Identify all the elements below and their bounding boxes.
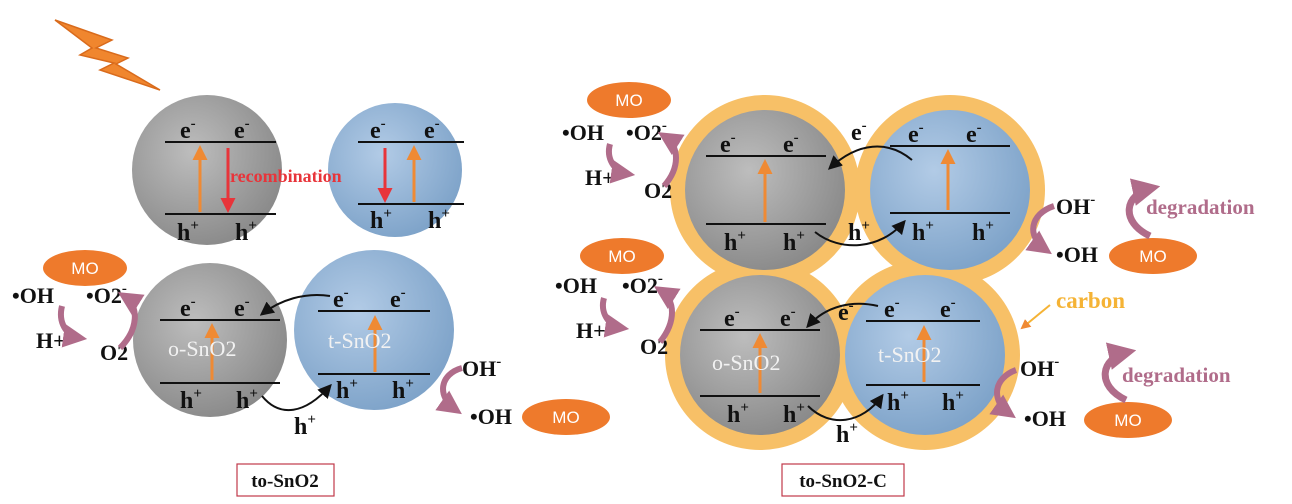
electron-label: e- xyxy=(234,294,250,322)
oh-radical-label: •OH xyxy=(562,120,604,145)
degradation-arrow xyxy=(435,365,464,415)
oh-radical-label: •OH xyxy=(470,404,512,429)
degradation-arrow xyxy=(117,292,145,351)
oh-radical-label: •OH xyxy=(12,283,54,308)
degradation-arrow xyxy=(989,367,1018,419)
electron-transfer-arrow xyxy=(259,294,331,316)
hole-label: h+ xyxy=(912,218,934,246)
electron-label: e- xyxy=(234,116,250,144)
hole-label: h+ xyxy=(428,206,450,234)
electron-label: e- xyxy=(780,304,796,332)
t-sno2-label: t-SnO2 xyxy=(878,342,942,367)
electron-label: e- xyxy=(180,116,196,144)
oh-radical-label: •OH xyxy=(1056,242,1098,267)
electron-transfer-arrow xyxy=(806,302,879,329)
hole-label: h+ xyxy=(724,228,746,256)
electron-transfer-arrow xyxy=(827,145,913,170)
hole-label: h+ xyxy=(783,400,805,428)
lightning-icon xyxy=(54,19,161,91)
hole-transfer-arrow xyxy=(807,393,884,422)
hole-label: h+ xyxy=(392,376,414,404)
mo-label: MO xyxy=(71,259,98,278)
hole-label: h+ xyxy=(972,218,994,246)
mo-label: MO xyxy=(608,247,635,266)
electron-label: e- xyxy=(940,295,956,323)
oh-radical-label: •OH xyxy=(555,273,597,298)
mo-label: MO xyxy=(1139,247,1166,266)
electron-label: e- xyxy=(966,120,982,148)
o-sno2-label: o-SnO2 xyxy=(168,336,236,361)
hole-label: h+ xyxy=(336,376,358,404)
h-plus-label: H+ xyxy=(585,165,615,190)
hole-label: h+ xyxy=(887,388,909,416)
particle-blue-top-right xyxy=(870,110,1030,270)
electron-label: e- xyxy=(783,130,799,158)
degradation-label: degradation xyxy=(1146,195,1255,219)
electron-label: e- xyxy=(851,118,867,146)
hole-label: h+ xyxy=(370,206,392,234)
panel-label-box xyxy=(781,463,905,497)
oh-minus-label: OH- xyxy=(462,354,501,381)
degradation-arrow xyxy=(653,286,681,344)
mo-label: MO xyxy=(552,408,579,427)
superoxide-label: •O2- xyxy=(86,281,127,308)
degradation-label: degradation xyxy=(1122,363,1231,387)
mo-badge xyxy=(522,399,610,435)
degradation-arrow xyxy=(1025,203,1056,255)
oh-radical-label: •OH xyxy=(1024,406,1066,431)
mo-label: MO xyxy=(615,91,642,110)
hole-label: h+ xyxy=(177,218,199,246)
carbon-label: carbon xyxy=(1056,288,1125,313)
o-sno2-label: o-SnO2 xyxy=(712,350,780,375)
hole-label: h+ xyxy=(235,218,257,246)
hole-transfer-arrow xyxy=(814,219,906,247)
hole-label: h+ xyxy=(783,228,805,256)
electron-label: e- xyxy=(838,298,854,326)
mo-badge xyxy=(43,250,127,286)
h-plus-label: H+ xyxy=(36,328,66,353)
degradation-arrow xyxy=(58,305,88,348)
electron-label: e- xyxy=(333,285,349,313)
particle-gray-top xyxy=(132,95,282,245)
t-sno2-label: t-SnO2 xyxy=(328,328,392,353)
electron-label: e- xyxy=(180,294,196,322)
mo-label: MO xyxy=(1114,411,1141,430)
panel-label-right: to-SnO2-C xyxy=(799,471,887,492)
hole-label: h+ xyxy=(836,420,858,448)
electron-label: e- xyxy=(390,285,406,313)
hole-label: h+ xyxy=(180,386,202,414)
hole-label: h+ xyxy=(236,386,258,414)
mo-badge xyxy=(1109,238,1197,274)
recombination-label: recombination xyxy=(230,166,342,186)
electron-label: e- xyxy=(908,120,924,148)
particle-o-sno2-left xyxy=(133,263,287,417)
panel-label-left: to-SnO2 xyxy=(251,471,319,492)
degradation-arrow xyxy=(606,143,636,184)
degradation-arrow xyxy=(1101,342,1137,404)
mo-badge xyxy=(580,238,664,274)
oh-minus-label: OH- xyxy=(1020,354,1059,381)
hole-label: h+ xyxy=(942,388,964,416)
h-plus-label: H+ xyxy=(576,318,606,343)
oh-minus-label: OH- xyxy=(1056,192,1095,219)
electron-label: e- xyxy=(424,116,440,144)
superoxide-label: •O2- xyxy=(626,118,667,145)
degradation-arrow xyxy=(657,132,685,188)
degradation-arrow xyxy=(600,297,630,338)
degradation-arrow xyxy=(1125,178,1161,240)
mo-badge xyxy=(587,82,671,118)
electron-label: e- xyxy=(884,295,900,323)
superoxide-label: •O2- xyxy=(622,271,663,298)
hole-transfer-arrow xyxy=(261,383,332,412)
hole-label: h+ xyxy=(727,400,749,428)
carbon-pointer-arrow xyxy=(1020,304,1051,330)
hole-label: h+ xyxy=(294,412,316,440)
electron-label: e- xyxy=(720,130,736,158)
panel-label-box xyxy=(236,463,335,497)
electron-label: e- xyxy=(724,304,740,332)
mo-badge xyxy=(1084,402,1172,438)
electron-label: e- xyxy=(370,116,386,144)
hole-label: h+ xyxy=(848,218,870,246)
